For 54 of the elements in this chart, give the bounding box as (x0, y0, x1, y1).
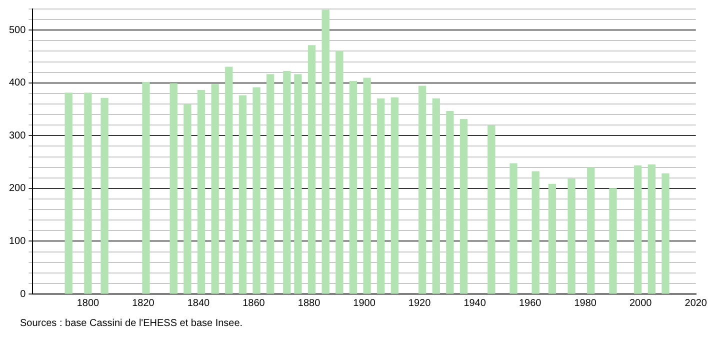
bar (308, 45, 316, 294)
x-tick-label: 1900 (353, 298, 376, 309)
bar (211, 84, 219, 294)
source-note: Sources : base Cassini de l'EHESS et base Insee. (20, 318, 243, 329)
bar (446, 111, 454, 294)
x-tick-label: 1880 (298, 298, 321, 309)
bar (349, 80, 358, 294)
bar (648, 164, 656, 294)
bar (532, 171, 540, 294)
bar (390, 97, 399, 294)
bar (225, 66, 233, 294)
x-tick-label: 1860 (242, 298, 266, 309)
bar (238, 95, 247, 294)
bar (460, 118, 468, 294)
bar (184, 104, 192, 294)
x-tick-label: 2000 (629, 298, 652, 309)
bar (662, 173, 670, 294)
bar (488, 125, 496, 294)
x-tick-label: 1920 (408, 298, 432, 309)
y-tick-label: 100 (8, 236, 26, 247)
y-tick-label: 500 (8, 24, 26, 36)
bar (84, 92, 92, 294)
bar (252, 87, 260, 294)
bar (587, 168, 595, 294)
bar (283, 70, 291, 294)
bar (609, 188, 617, 294)
bar (197, 90, 206, 294)
bar (568, 178, 576, 294)
bar (294, 74, 302, 294)
x-tick-label: 1980 (574, 298, 597, 309)
bar (634, 165, 642, 294)
bar (64, 92, 72, 294)
bar (548, 184, 556, 294)
x-tick-label: 1940 (464, 298, 486, 309)
bar (418, 86, 426, 294)
x-tick-label: 1800 (76, 298, 100, 309)
x-tick-label: 1820 (132, 298, 155, 309)
bar (100, 98, 108, 294)
y-tick-label: 400 (8, 78, 26, 89)
y-tick-label: 0 (20, 288, 26, 300)
bar (170, 83, 178, 294)
x-tick-label: 1840 (187, 298, 210, 309)
y-tick-label: 300 (8, 130, 26, 142)
y-tick-label: 200 (8, 183, 26, 194)
bar (142, 82, 150, 294)
bar (266, 74, 274, 294)
x-tick-label: 1960 (518, 298, 542, 309)
x-tick-label: 2020 (684, 298, 708, 309)
bar (363, 78, 371, 294)
bar (510, 163, 518, 294)
bar (432, 98, 440, 294)
bar (336, 50, 344, 294)
bar (322, 10, 330, 294)
bar (377, 98, 385, 294)
